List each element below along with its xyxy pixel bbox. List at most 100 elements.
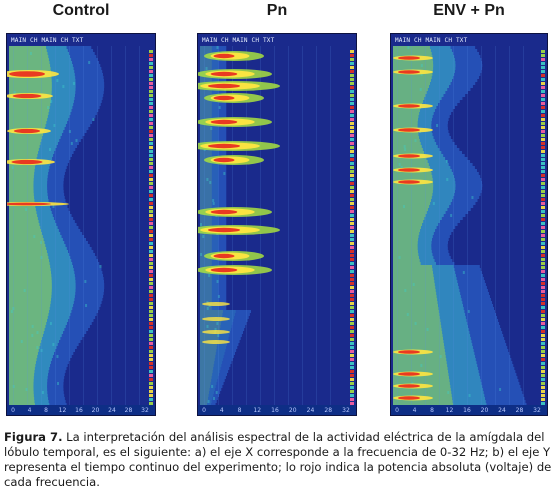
spectrogram-texture bbox=[9, 283, 52, 286]
marker-strip bbox=[541, 86, 545, 89]
spectrogram-texture bbox=[393, 208, 428, 211]
marker-strip bbox=[541, 186, 545, 189]
spectrogram-texture bbox=[509, 46, 510, 407]
marker-strip bbox=[149, 358, 153, 361]
spectrogram-texture bbox=[9, 169, 35, 172]
marker-strip bbox=[149, 94, 153, 97]
spectrogram-texture bbox=[200, 169, 212, 172]
marker-strip bbox=[541, 298, 545, 301]
spectrogram-texture bbox=[93, 118, 95, 121]
marker-strip bbox=[541, 150, 545, 153]
spectrogram-texture bbox=[207, 325, 209, 328]
spectrogram-texture bbox=[200, 130, 212, 133]
marker-strip bbox=[541, 102, 545, 105]
spectrogram-texture bbox=[413, 283, 415, 286]
spectrogram-texture bbox=[393, 190, 433, 193]
spectrogram-texture bbox=[208, 400, 210, 403]
spectrogram-texture bbox=[208, 274, 210, 277]
marker-strip bbox=[541, 170, 545, 173]
marker-strip bbox=[541, 246, 545, 249]
spectrogram-texture bbox=[210, 127, 212, 130]
marker-strip bbox=[541, 182, 545, 185]
spectrogram-texture bbox=[200, 223, 202, 226]
marker-strip bbox=[149, 130, 153, 133]
marker-strip bbox=[350, 98, 354, 101]
marker-strip bbox=[149, 230, 153, 233]
spectrogram-texture bbox=[404, 148, 406, 151]
marker-strip bbox=[149, 290, 153, 293]
marker-strip bbox=[541, 58, 545, 61]
marker-strip bbox=[541, 386, 545, 389]
marker-strip bbox=[149, 186, 153, 189]
marker-strip bbox=[149, 154, 153, 157]
spectrogram-texture bbox=[111, 46, 112, 407]
marker-strip bbox=[350, 190, 354, 193]
marker-strip bbox=[350, 282, 354, 285]
marker-strip bbox=[149, 386, 153, 389]
spectrogram-texture bbox=[393, 361, 447, 364]
frequency-tick-label: 12 bbox=[253, 407, 261, 414]
spectrogram-texture bbox=[200, 151, 212, 154]
marker-strip bbox=[541, 382, 545, 385]
marker-strip bbox=[350, 210, 354, 213]
frequency-tick-label: 28 bbox=[516, 407, 524, 414]
marker-strip bbox=[350, 226, 354, 229]
marker-strip bbox=[350, 290, 354, 293]
spectrogram-texture bbox=[200, 133, 212, 136]
spectrogram-texture bbox=[200, 244, 212, 247]
figure-caption: Figura 7. La interpretación del análisis… bbox=[4, 430, 553, 490]
spectrogram-texture bbox=[393, 118, 418, 121]
marker-strip bbox=[541, 310, 545, 313]
marker-strip bbox=[541, 242, 545, 245]
spectrogram-texture bbox=[393, 124, 418, 127]
spectrogram-texture bbox=[447, 391, 449, 394]
spectrogram-texture bbox=[52, 343, 54, 346]
spectrogram-texture bbox=[393, 175, 432, 178]
spectrogram-texture bbox=[414, 139, 416, 142]
panel-title-control: Control bbox=[6, 2, 156, 20]
spectrogram-texture bbox=[36, 331, 38, 334]
frequency-tick-label: 8 bbox=[430, 407, 434, 414]
spectrogram-texture bbox=[200, 283, 212, 286]
marker-strip bbox=[541, 366, 545, 369]
spectral-power-band bbox=[398, 128, 420, 132]
marker-strip bbox=[541, 326, 545, 329]
spectrogram-texture bbox=[200, 139, 212, 142]
marker-strip bbox=[350, 122, 354, 125]
spectrogram-texture bbox=[223, 172, 225, 175]
frequency-axis: 0 4 8 12 16 20 24 28 32 bbox=[198, 405, 356, 415]
spectrogram-texture bbox=[200, 79, 212, 82]
spectral-power-band bbox=[398, 350, 420, 354]
panel-title-pn: Pn bbox=[197, 2, 357, 20]
spectrogram-texture bbox=[393, 115, 419, 118]
spectral-power-band bbox=[211, 268, 238, 272]
marker-strip bbox=[149, 382, 153, 385]
marker-strip bbox=[149, 354, 153, 357]
spectrogram-texture bbox=[9, 103, 50, 106]
marker-strip bbox=[350, 242, 354, 245]
spectrogram-texture bbox=[200, 106, 212, 109]
marker-strip bbox=[350, 314, 354, 317]
caption-text: La interpretación del análisis espectral… bbox=[4, 430, 551, 489]
spectrogram-texture bbox=[450, 214, 452, 217]
spectrogram-texture bbox=[393, 232, 419, 235]
marker-strip bbox=[149, 314, 153, 317]
spectrogram-texture bbox=[446, 178, 448, 181]
spectrogram-texture bbox=[393, 133, 418, 136]
marker-strip bbox=[149, 234, 153, 237]
spectrogram-texture bbox=[200, 349, 216, 352]
marker-strip bbox=[350, 94, 354, 97]
marker-strip bbox=[149, 62, 153, 65]
spectrogram-texture bbox=[30, 52, 32, 55]
marker-strip bbox=[149, 134, 153, 137]
spectrogram-texture bbox=[9, 181, 34, 184]
spectrogram-texture bbox=[200, 199, 212, 202]
spectrogram-texture bbox=[200, 259, 212, 262]
spectrogram-texture bbox=[200, 196, 212, 199]
marker-strip bbox=[350, 142, 354, 145]
marker-strip bbox=[149, 342, 153, 345]
spectrogram-texture bbox=[393, 253, 418, 256]
spectrogram-texture bbox=[9, 172, 34, 175]
spectrogram-texture bbox=[9, 265, 50, 268]
spectrogram-texture bbox=[200, 91, 212, 94]
